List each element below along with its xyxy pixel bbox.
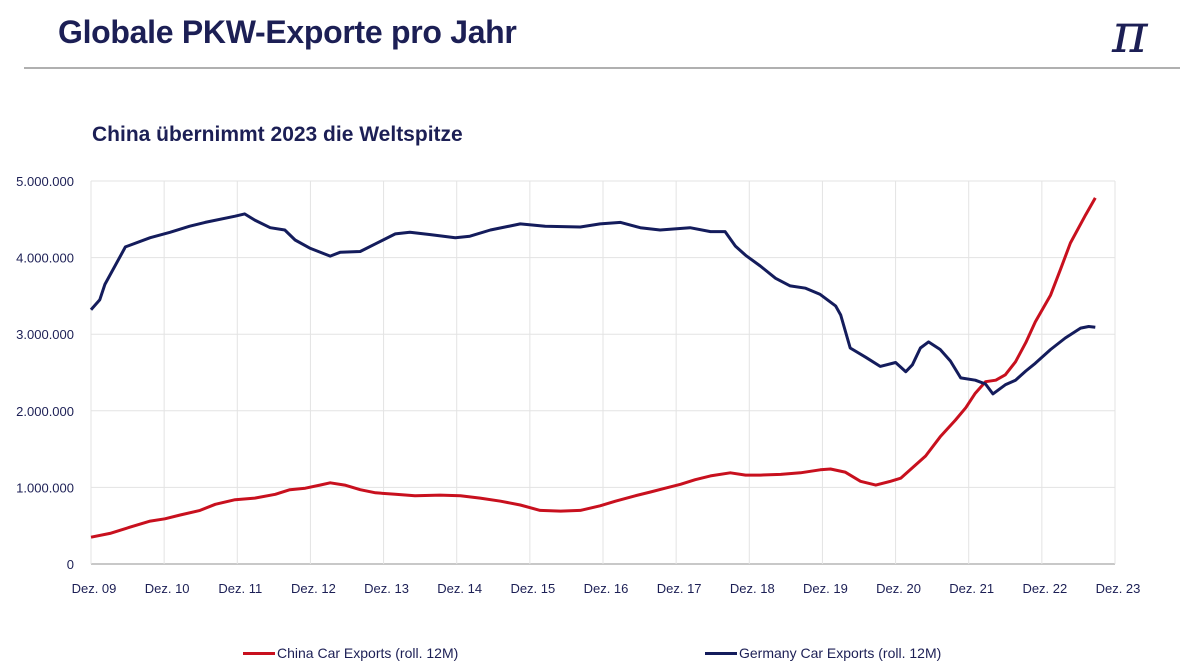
pi-logo-icon: π: [1112, 2, 1148, 65]
y-tick-label: 0: [67, 557, 74, 572]
x-tick-label: Dez. 12: [291, 581, 336, 596]
x-tick-label: Dez. 16: [584, 581, 629, 596]
legend-swatch-germany: [705, 651, 737, 655]
chart-title: China übernimmt 2023 die Weltspitze: [92, 123, 463, 146]
legend-item-germany: Germany Car Exports (roll. 12M): [705, 645, 941, 661]
x-tick-label: Dez. 20: [876, 581, 921, 596]
y-tick-label: 4.000.000: [16, 251, 74, 266]
header-divider: [24, 67, 1180, 69]
x-tick-label: Dez. 15: [510, 581, 555, 596]
x-tick-label: Dez. 22: [1022, 581, 1067, 596]
legend-item-china: China Car Exports (roll. 12M): [243, 645, 458, 661]
x-tick-label: Dez. 09: [72, 581, 117, 596]
x-tick-label: Dez. 21: [949, 581, 994, 596]
x-tick-label: Dez. 13: [364, 581, 409, 596]
page-title: Globale PKW-Exporte pro Jahr: [58, 14, 517, 50]
y-tick-label: 2.000.000: [16, 404, 74, 419]
china-exports-line: [90, 197, 1097, 539]
x-tick-label: Dez. 10: [145, 581, 190, 596]
x-tick-label: Dez. 17: [657, 581, 702, 596]
legend-label-germany: Germany Car Exports (roll. 12M): [739, 645, 942, 661]
legend-label-china: China Car Exports (roll. 12M): [277, 645, 459, 661]
x-tick-label: Dez. 14: [437, 581, 482, 596]
y-tick-label: 5.000.000: [16, 174, 74, 189]
x-tick-label: Dez. 18: [730, 581, 775, 596]
legend-swatch-china: [243, 651, 275, 655]
y-tick-label: 3.000.000: [16, 327, 74, 342]
x-tick-label: Dez. 19: [803, 581, 848, 596]
germany-exports-line: [89, 212, 1096, 396]
x-tick-label: Dez. 23: [1096, 581, 1141, 596]
x-tick-label: Dez. 11: [218, 581, 262, 596]
y-tick-label: 1.000.000: [16, 480, 74, 495]
